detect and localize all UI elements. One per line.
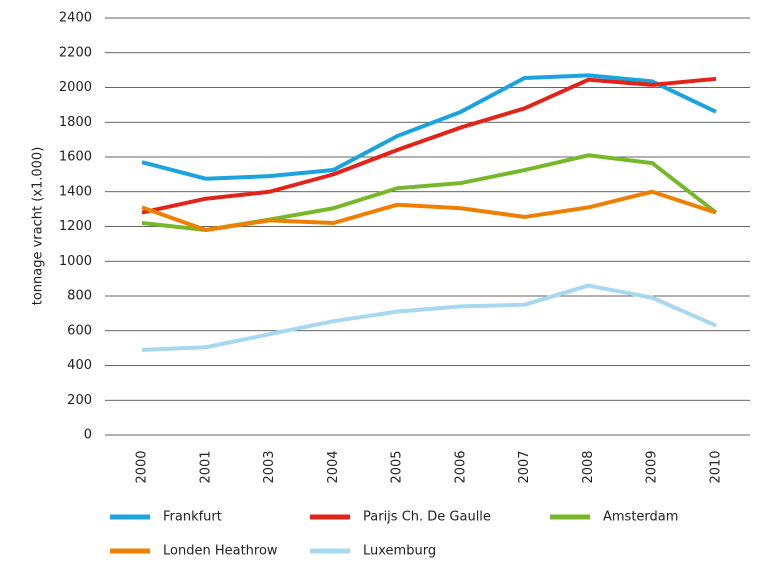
series-line bbox=[141, 73, 717, 181]
series-line bbox=[141, 283, 717, 352]
x-tick-label: 2006 bbox=[453, 450, 468, 483]
x-tick-label: 2010 bbox=[709, 450, 724, 483]
y-tick-label: 1000 bbox=[59, 254, 92, 269]
y-tick-label: 1400 bbox=[59, 184, 92, 199]
x-tick-label: 2005 bbox=[390, 450, 405, 483]
y-tick-label: 1200 bbox=[59, 219, 92, 234]
x-tick-label: 2009 bbox=[645, 450, 660, 483]
x-tick-label: 2001 bbox=[198, 450, 213, 483]
y-tick-label: 1600 bbox=[59, 150, 92, 165]
y-tick-label: 800 bbox=[67, 289, 92, 304]
y-tick-label: 600 bbox=[67, 323, 92, 338]
y-tick-label: 2000 bbox=[59, 80, 92, 95]
x-tick-label: 2003 bbox=[262, 450, 277, 483]
legend-label: Londen Heathrow bbox=[163, 544, 278, 559]
legend-label: Parijs Ch. De Gaulle bbox=[363, 510, 491, 525]
legend-label: Frankfurt bbox=[163, 510, 222, 525]
y-tick-label: 1800 bbox=[59, 115, 92, 130]
y-axis-label: tonnage vracht (x1.000) bbox=[31, 147, 46, 306]
y-tick-label: 2400 bbox=[59, 11, 92, 26]
y-tick-label: 400 bbox=[67, 358, 92, 373]
y-tick-label: 200 bbox=[67, 393, 92, 408]
legend-label: Amsterdam bbox=[603, 510, 678, 525]
series-line bbox=[141, 189, 717, 232]
y-tick-label: 2200 bbox=[59, 45, 92, 60]
series-line bbox=[141, 153, 718, 232]
series-line bbox=[141, 76, 717, 215]
x-tick-label: 2004 bbox=[326, 450, 341, 483]
y-tick-label: 0 bbox=[84, 428, 92, 443]
legend-label: Luxemburg bbox=[363, 544, 436, 559]
x-tick-label: 2000 bbox=[135, 450, 150, 483]
x-tick-label: 2008 bbox=[581, 450, 596, 483]
x-tick-label: 2007 bbox=[517, 450, 532, 483]
